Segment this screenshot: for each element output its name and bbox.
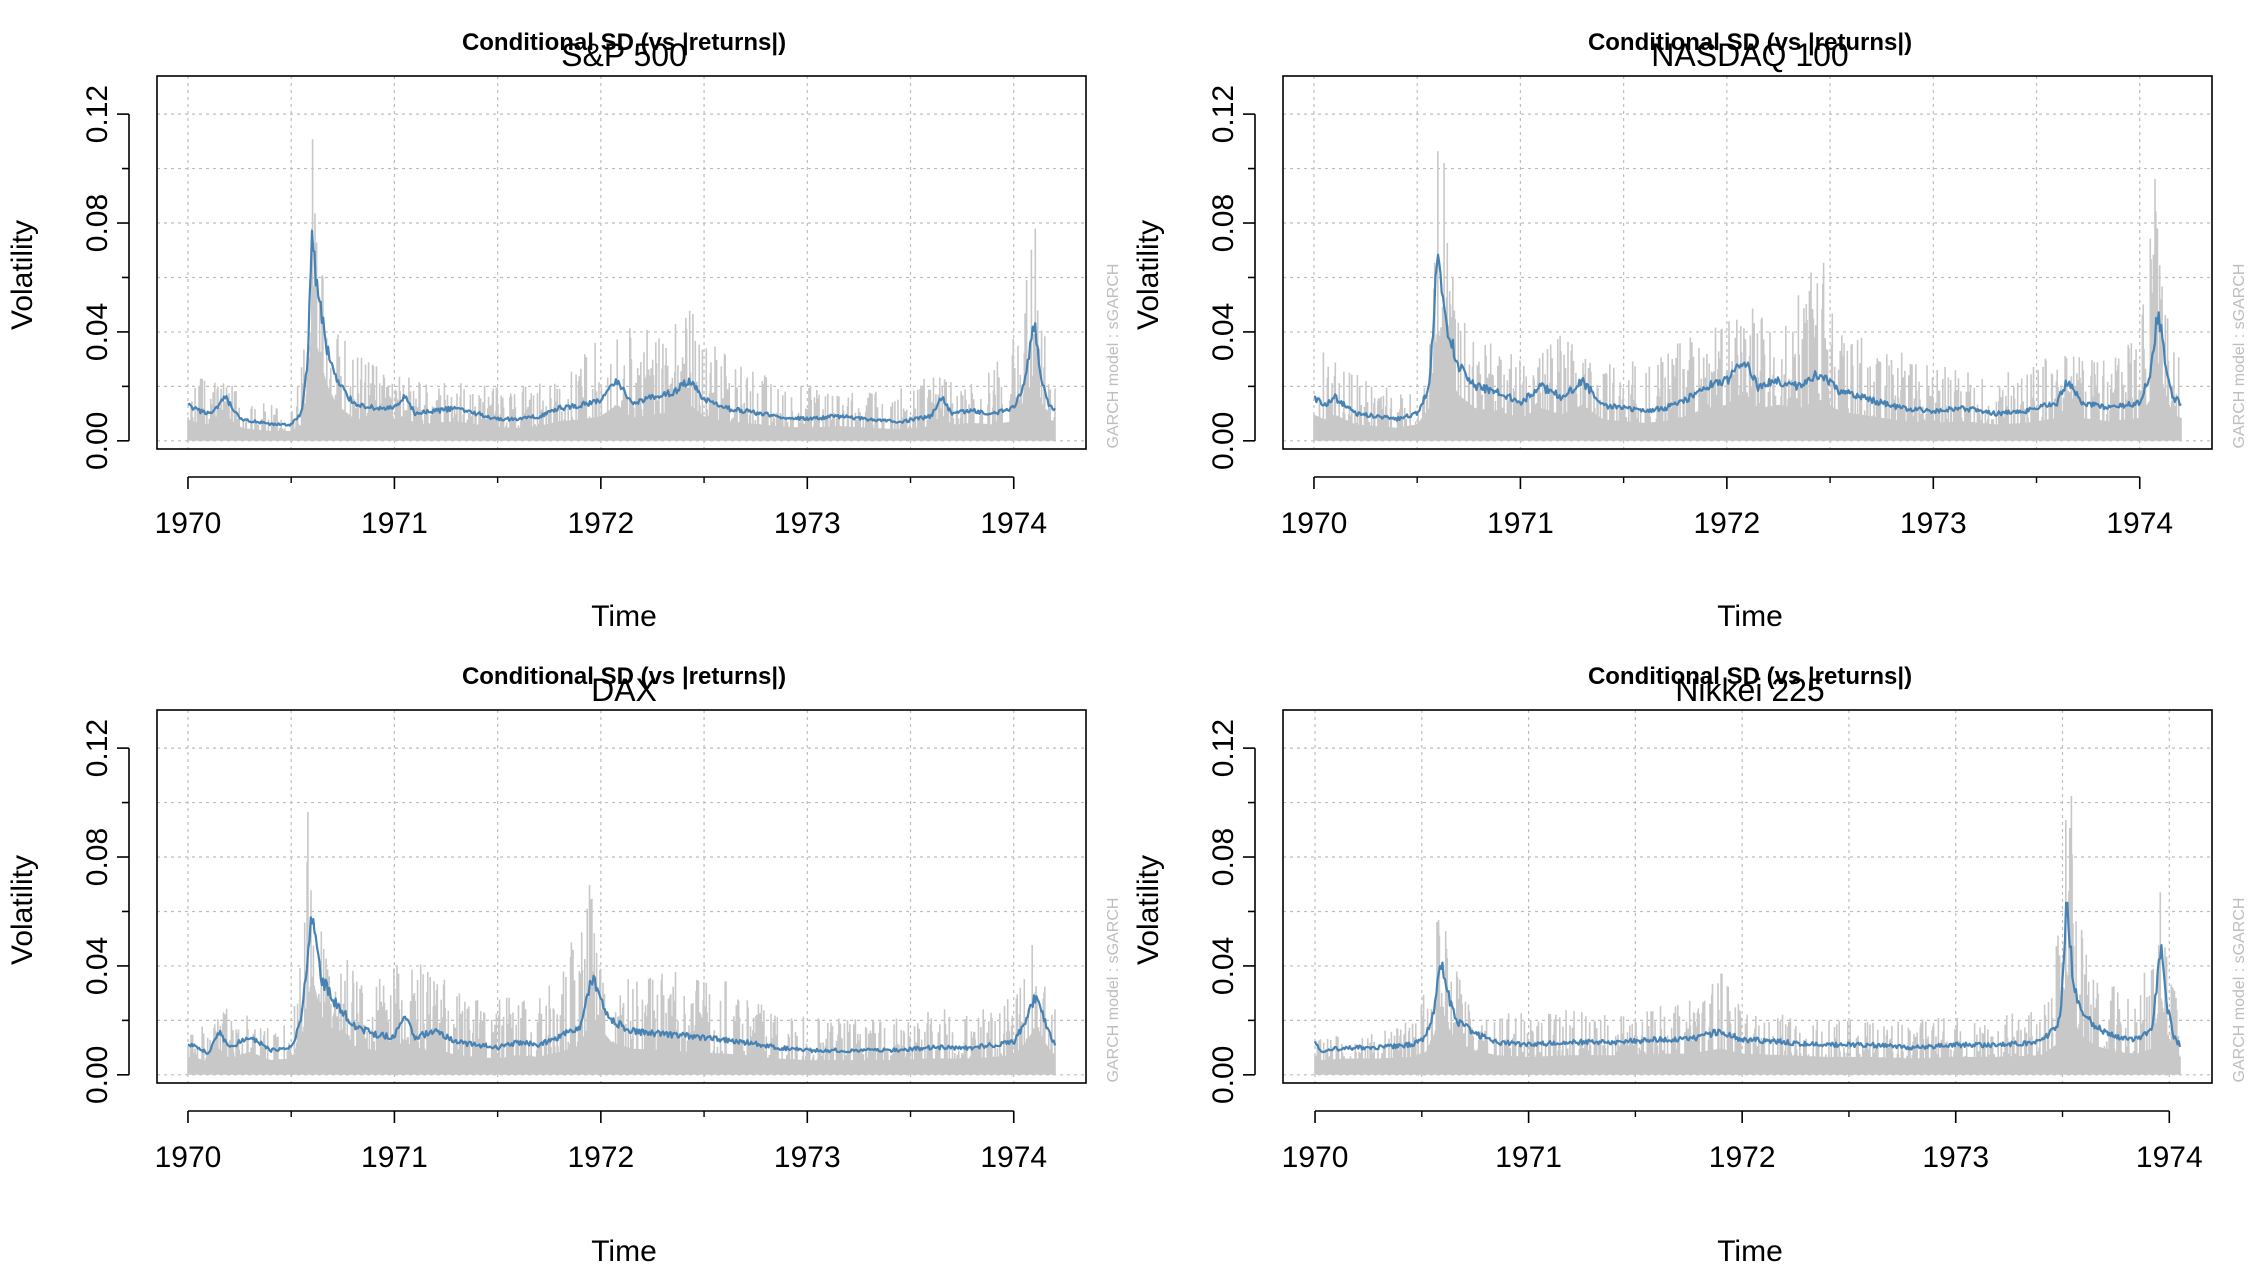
y-tick-label: 0.08 <box>1207 194 1240 252</box>
abs-returns-series <box>187 139 1056 441</box>
chart-subtitle: DAX <box>591 672 657 708</box>
y-tick-label: 0.04 <box>1207 303 1240 361</box>
chart-subtitle: S&P 500 <box>561 37 687 73</box>
panel-sp500: 1970 1971 1972 1973 1974 0.00 0.04 0.08 0.12 Cond… <box>6 29 1122 633</box>
x-axis-label: Time <box>1717 600 1783 633</box>
x-axis-label: Time <box>1717 1235 1783 1265</box>
y-tick-label: 0.00 <box>1207 412 1240 470</box>
chart-title: Conditional SD (vs |returns|) <box>462 663 786 690</box>
x-tick-label: 1974 <box>980 507 1047 540</box>
model-watermark: GARCH model : sGARCH <box>1105 264 1122 449</box>
y-axis-label: Volatility <box>1132 855 1165 965</box>
plot-frame <box>1282 709 2213 1084</box>
x-tick-label: 1974 <box>2106 507 2173 540</box>
y-tick-label: 0.04 <box>81 937 114 995</box>
y-tick-label: 0.12 <box>81 719 114 777</box>
x-tick-label: 1971 <box>361 507 428 540</box>
chart-subtitle: NASDAQ 100 <box>1651 37 1848 73</box>
x-tick-label: 1971 <box>1495 1141 1562 1174</box>
y-tick-label: 0.00 <box>81 1046 114 1104</box>
panel-nasdaq100: 1970 1971 1972 1973 1974 0.00 0.04 0.08 0.12 Cond… <box>1132 29 2248 633</box>
y-tick-label: 0.08 <box>81 828 114 886</box>
y-tick-label: 0.12 <box>1207 85 1240 143</box>
conditional-sd-series <box>1313 253 2182 422</box>
x-tick-label: 1973 <box>774 1141 841 1174</box>
x-tick-label: 1970 <box>155 1141 222 1174</box>
y-tick-label: 0.04 <box>81 303 114 361</box>
model-watermark: GARCH model : sGARCH <box>1105 898 1122 1083</box>
model-watermark: GARCH model : sGARCH <box>2231 898 2248 1083</box>
x-tick-label: 1971 <box>361 1141 428 1174</box>
conditional-sd-series <box>187 229 1056 427</box>
plot-frame <box>1282 75 2213 450</box>
y-tick-label: 0.00 <box>81 412 114 470</box>
x-tick-label: 1970 <box>1282 1141 1349 1174</box>
conditional-sd-series <box>1313 901 2182 1054</box>
panel-dax: 1970 1971 1972 1973 1974 0.00 0.04 0.08 0.12 Cond… <box>6 663 1122 1265</box>
x-tick-label: 1970 <box>1281 507 1348 540</box>
x-tick-label: 1973 <box>774 507 841 540</box>
y-tick-label: 0.12 <box>81 85 114 143</box>
chart-title: Conditional SD (vs |returns|) <box>462 29 786 56</box>
x-axis-label: Time <box>591 1235 657 1265</box>
model-watermark: GARCH model : sGARCH <box>2231 264 2248 449</box>
panel-nikkei225: 1970 1971 1972 1973 1974 0.00 0.04 0.08 0.12 Cond… <box>1132 663 2248 1265</box>
y-tick-label: 0.04 <box>1207 937 1240 995</box>
plot-frame <box>156 75 1087 450</box>
x-tick-label: 1973 <box>1922 1141 1989 1174</box>
x-tick-label: 1974 <box>2136 1141 2203 1174</box>
x-tick-label: 1971 <box>1487 507 1554 540</box>
x-tick-label: 1970 <box>155 507 222 540</box>
plot-frame <box>156 709 1087 1084</box>
y-tick-label: 0.08 <box>81 194 114 252</box>
x-tick-label: 1972 <box>567 507 634 540</box>
y-tick-label: 0.00 <box>1207 1046 1240 1104</box>
y-tick-label: 0.08 <box>1207 828 1240 886</box>
x-tick-label: 1974 <box>980 1141 1047 1174</box>
x-tick-label: 1972 <box>1709 1141 1776 1174</box>
y-axis-label: Volatility <box>6 855 39 965</box>
conditional-sd-series <box>187 916 1057 1055</box>
x-tick-label: 1973 <box>1900 507 1967 540</box>
y-axis-label: Volatility <box>6 220 39 330</box>
x-axis-label: Time <box>591 600 657 633</box>
y-axis-label: Volatility <box>1132 220 1165 330</box>
y-tick-label: 0.12 <box>1207 719 1240 777</box>
chart-subtitle: Nikkei 225 <box>1675 672 1824 708</box>
abs-returns-series <box>1314 795 2181 1075</box>
chart-title: Conditional SD (vs |returns|) <box>1588 29 1912 56</box>
x-tick-label: 1972 <box>1693 507 1760 540</box>
chart-title: Conditional SD (vs |returns|) <box>1588 663 1912 690</box>
x-tick-label: 1972 <box>567 1141 634 1174</box>
